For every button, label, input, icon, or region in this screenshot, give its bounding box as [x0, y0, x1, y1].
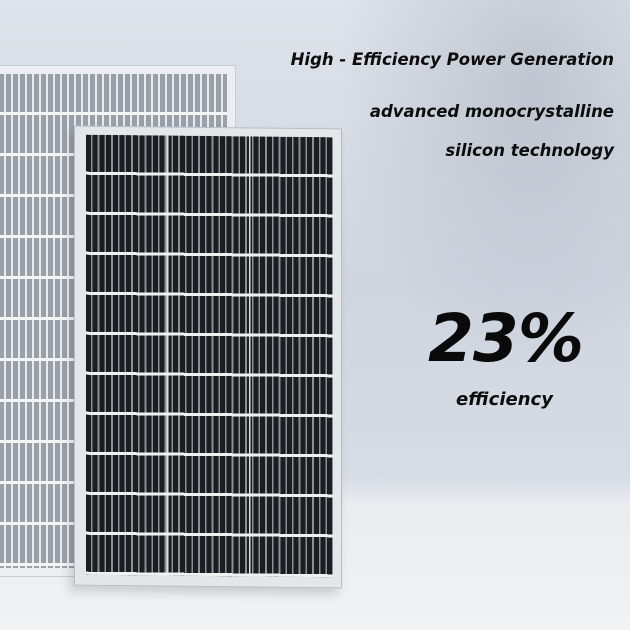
subline-monocrystalline: advanced monocrystalline [369, 102, 614, 121]
efficiency-label: efficiency [456, 389, 553, 410]
headline: High - Efficiency Power Generation [290, 50, 614, 69]
front-solar-panel [74, 125, 342, 589]
leaf-shadow [300, 0, 630, 420]
subline-silicon: silicon technology [445, 141, 614, 160]
front-panel-cells [86, 134, 333, 578]
efficiency-value: 23% [428, 300, 584, 377]
